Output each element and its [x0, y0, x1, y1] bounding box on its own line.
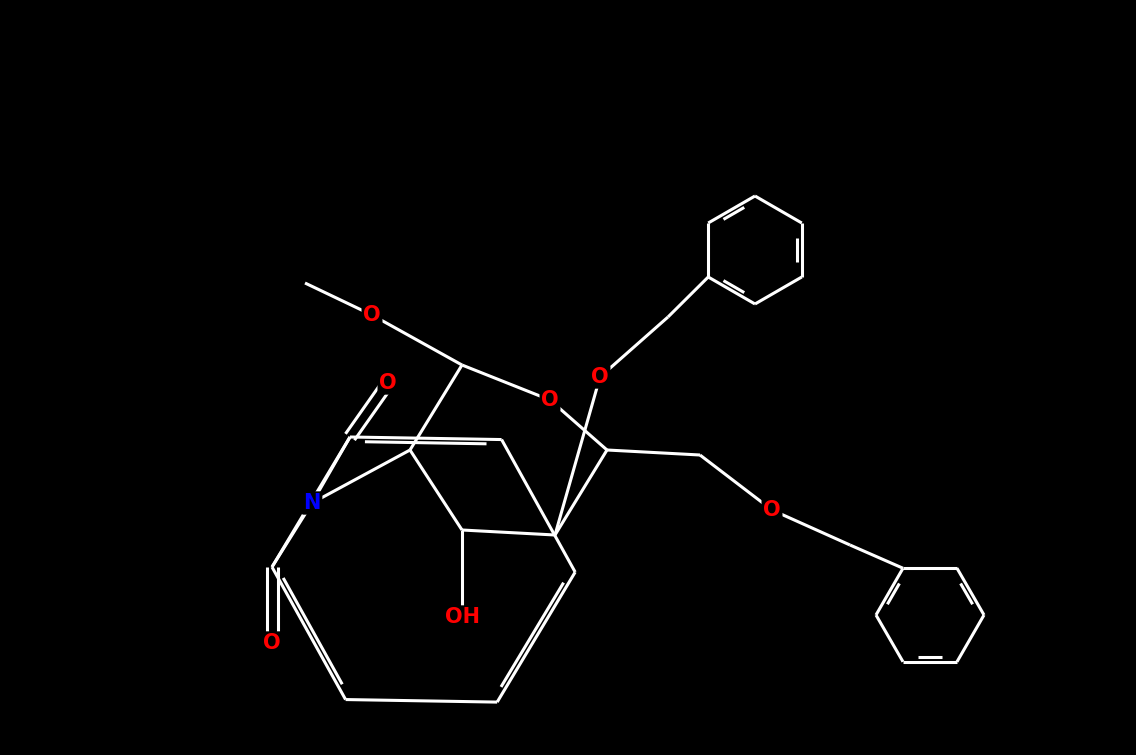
Text: O: O	[763, 500, 780, 520]
Text: O: O	[364, 305, 381, 325]
Text: O: O	[541, 390, 559, 410]
Text: OH: OH	[444, 607, 479, 627]
Text: O: O	[264, 633, 281, 653]
Text: O: O	[379, 373, 396, 393]
Text: N: N	[303, 493, 320, 513]
Text: O: O	[591, 367, 609, 387]
